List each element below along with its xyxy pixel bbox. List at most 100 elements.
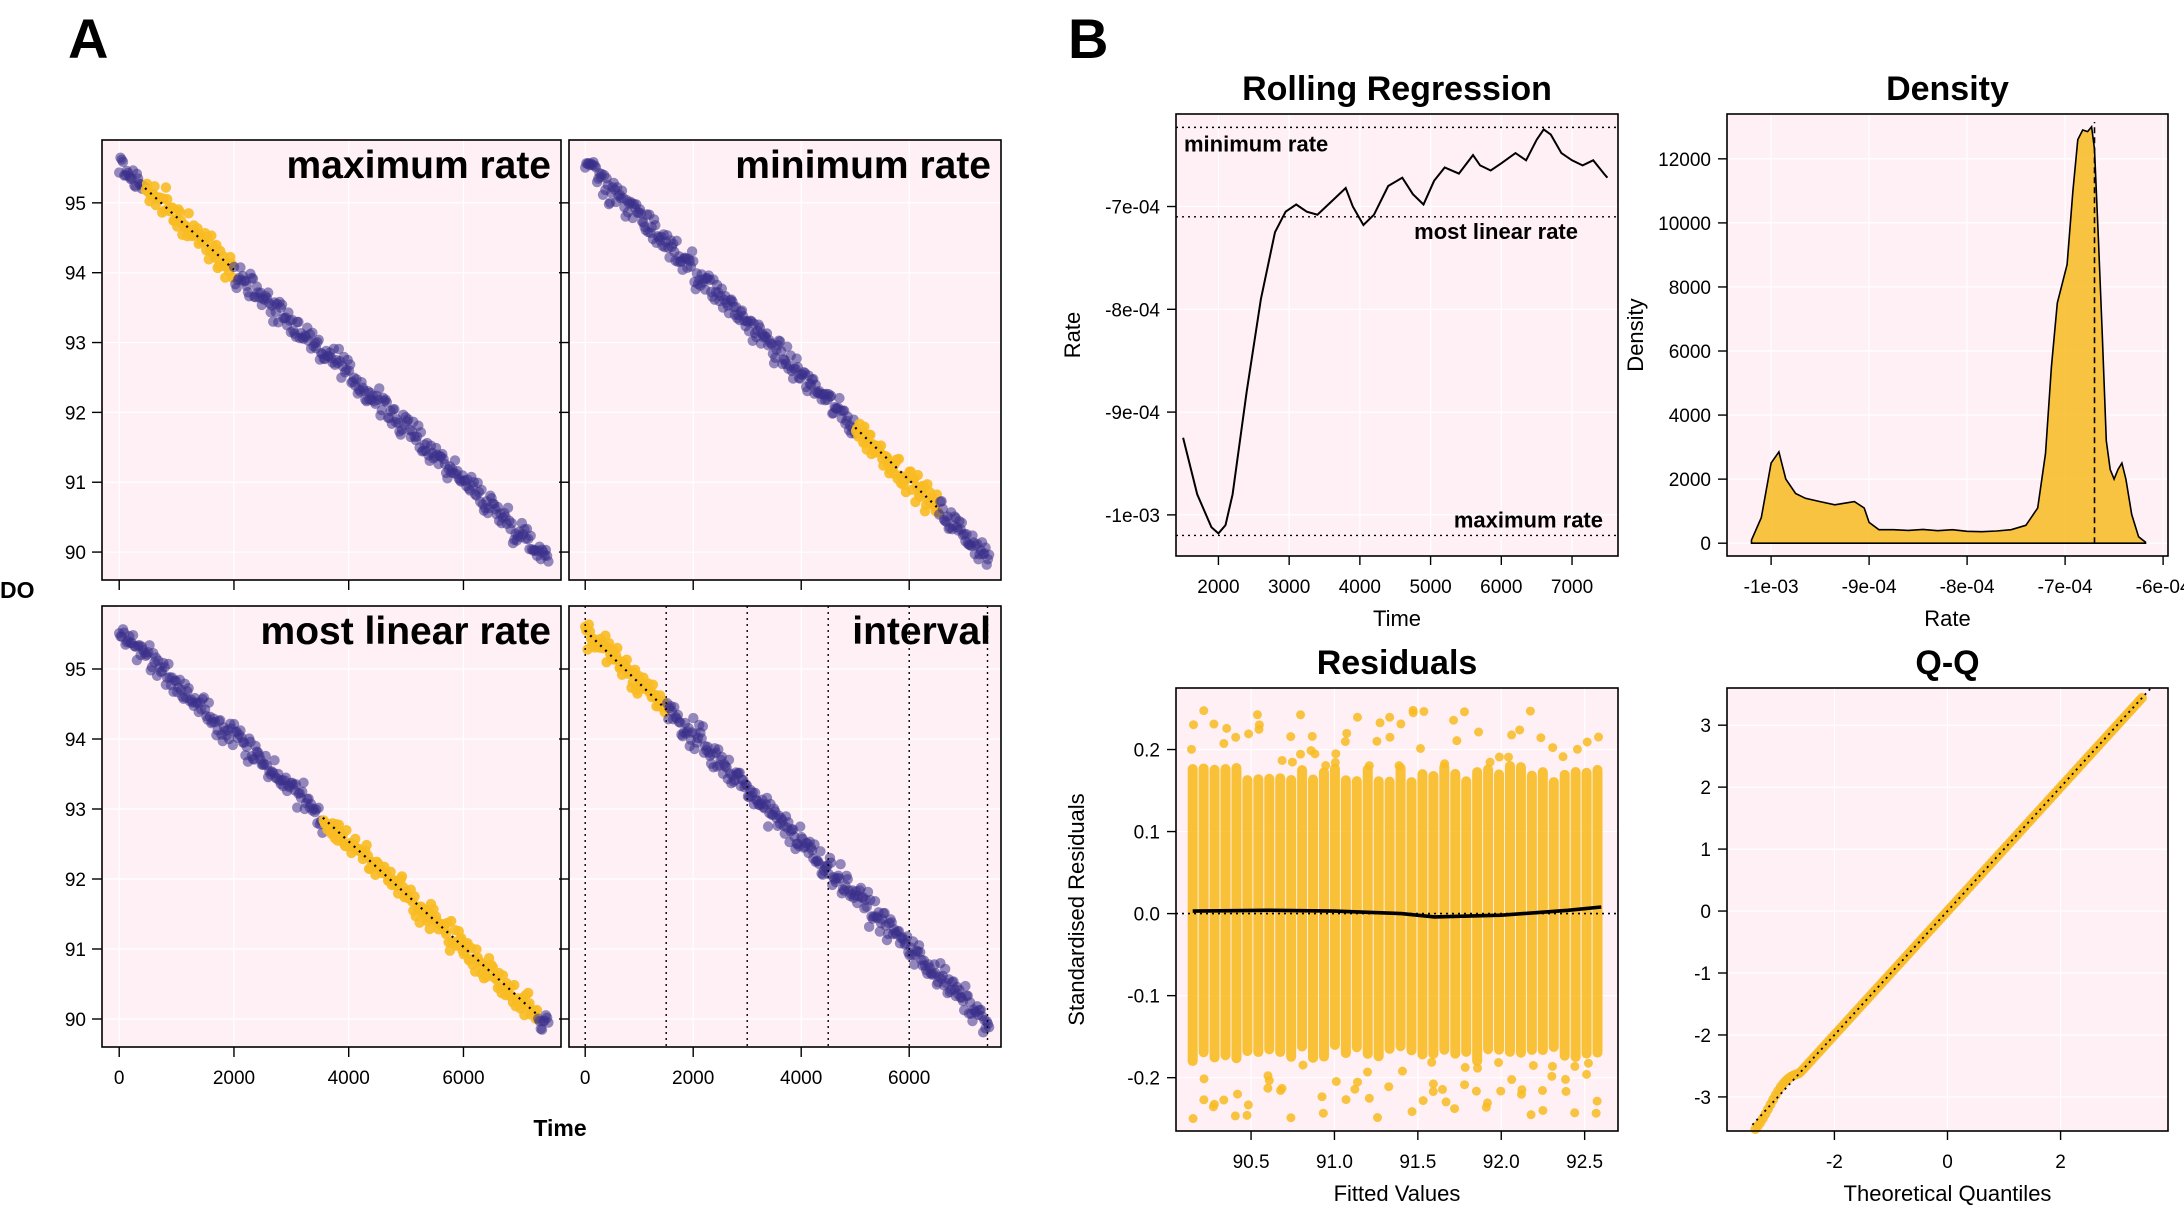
residual-point <box>1188 1114 1198 1124</box>
data-point-highlight <box>497 970 509 981</box>
data-point <box>956 517 967 528</box>
residual-point <box>1538 1105 1548 1115</box>
data-point <box>269 755 280 766</box>
x-tick-label: 3000 <box>1268 577 1310 598</box>
data-point <box>203 697 215 708</box>
data-point <box>834 392 845 404</box>
residual-point <box>1482 1098 1492 1108</box>
data-point-highlight <box>603 637 615 649</box>
y-tick-label: 0.1 <box>1134 823 1160 844</box>
residual-point <box>1277 755 1287 765</box>
data-point-highlight <box>893 453 905 465</box>
x-tick-label: 2000 <box>1197 577 1239 598</box>
residual-point <box>1418 1096 1428 1106</box>
data-point <box>723 754 735 766</box>
data-point-highlight <box>865 429 876 441</box>
residual-point <box>1264 1076 1274 1086</box>
residual-point <box>1340 737 1350 747</box>
residual-point <box>1474 727 1484 737</box>
y-tick-label: 0.2 <box>1134 741 1160 762</box>
y-tick-label: 92 <box>65 870 86 891</box>
residual-point <box>1219 738 1229 748</box>
data-point-highlight <box>859 421 870 432</box>
residual-point <box>1547 1071 1557 1081</box>
time-axis-label-a: Time <box>533 1115 586 1141</box>
residual-point <box>1233 1089 1243 1099</box>
residual-point <box>1459 707 1469 717</box>
residual-point <box>1538 1085 1548 1095</box>
residual-point <box>1419 706 1429 716</box>
data-point-highlight <box>647 679 659 690</box>
panel-title: Rolling Regression <box>1242 70 1552 108</box>
y-axis-label: Density <box>1623 298 1648 371</box>
plot-border <box>1175 687 1619 1132</box>
y-axis-label: Rate <box>1060 312 1085 358</box>
y-tick-label: -0.1 <box>1127 987 1160 1008</box>
x-tick-label: -2 <box>1826 1152 1843 1173</box>
data-point <box>536 1024 548 1035</box>
residual-point <box>1352 712 1362 722</box>
x-tick-label: 2000 <box>213 1068 255 1089</box>
chart-minimum-rate: minimum rate <box>559 139 1002 590</box>
data-point <box>543 556 554 567</box>
chart-qq: -2 0 2 -3 -2 -1 0 1 2 3 Q-Q Theoretical Quantiles <box>1694 644 2169 1206</box>
data-point <box>688 712 699 724</box>
y-tick-label: 93 <box>65 800 86 821</box>
residual-point <box>1353 1077 1363 1087</box>
plot-border <box>568 605 1002 1048</box>
residual-point <box>1428 1087 1438 1097</box>
chart-interval: 0 2000 4000 6000 interval <box>559 605 1002 1089</box>
data-point <box>127 629 139 641</box>
plot-border <box>1726 113 2169 557</box>
residual-point <box>1363 1067 1373 1077</box>
reference-line-label: most linear rate <box>1414 219 1578 244</box>
y-tick-label: 2000 <box>1669 470 1711 491</box>
residual-point <box>1331 1076 1341 1086</box>
data-point-highlight <box>396 871 408 882</box>
residual-point <box>1286 1113 1296 1123</box>
residual-point <box>1561 1074 1571 1084</box>
plot-border <box>101 139 562 581</box>
panel-title: minimum rate <box>735 144 991 187</box>
residual-point <box>1263 1083 1273 1093</box>
data-point <box>869 896 881 907</box>
data-point-highlight <box>912 469 924 481</box>
residual-point <box>1350 1084 1360 1094</box>
data-point <box>815 846 826 857</box>
data-point <box>313 802 324 814</box>
data-point <box>307 327 318 339</box>
residual-point <box>1594 732 1604 742</box>
residual-point <box>1582 737 1592 747</box>
residual-point <box>1496 1086 1506 1096</box>
data-point <box>774 336 786 347</box>
chart-most-linear-rate: 0 2000 4000 6000 90 91 92 93 94 95 most linear rat… <box>65 605 562 1089</box>
residual-point <box>1494 752 1504 762</box>
y-tick-label: 90 <box>65 543 86 564</box>
density-area <box>1750 124 2147 544</box>
residual-point <box>1372 1113 1382 1123</box>
residual-point <box>1277 1083 1287 1093</box>
y-tick-label: 1 <box>1700 840 1711 861</box>
residual-point <box>1306 746 1316 756</box>
residual-point <box>1427 1057 1437 1067</box>
data-point <box>297 786 308 797</box>
data-point-highlight <box>183 208 194 219</box>
y-tick-label: -0.2 <box>1127 1069 1160 1090</box>
plot-border <box>101 605 562 1048</box>
chart-residuals: 90.5 91.0 91.5 92.0 92.5 -0.2 -0.1 0.0 0.1 0.2 Res… <box>1064 644 1619 1206</box>
data-point-highlight <box>621 654 632 665</box>
plot-border <box>568 139 1002 581</box>
data-point <box>825 390 837 402</box>
y-tick-label: 91 <box>65 940 86 961</box>
data-point <box>688 255 699 267</box>
residual-point <box>1516 1089 1526 1099</box>
data-point-highlight <box>875 440 887 451</box>
panel-title: interval <box>852 610 991 653</box>
residual-point <box>1460 1062 1470 1072</box>
residual-point <box>1385 712 1395 722</box>
residual-point <box>1298 1060 1308 1070</box>
fit-line <box>584 629 667 711</box>
panel-title: Residuals <box>1317 644 1478 682</box>
residual-point <box>1394 761 1404 771</box>
data-point <box>543 1017 554 1028</box>
